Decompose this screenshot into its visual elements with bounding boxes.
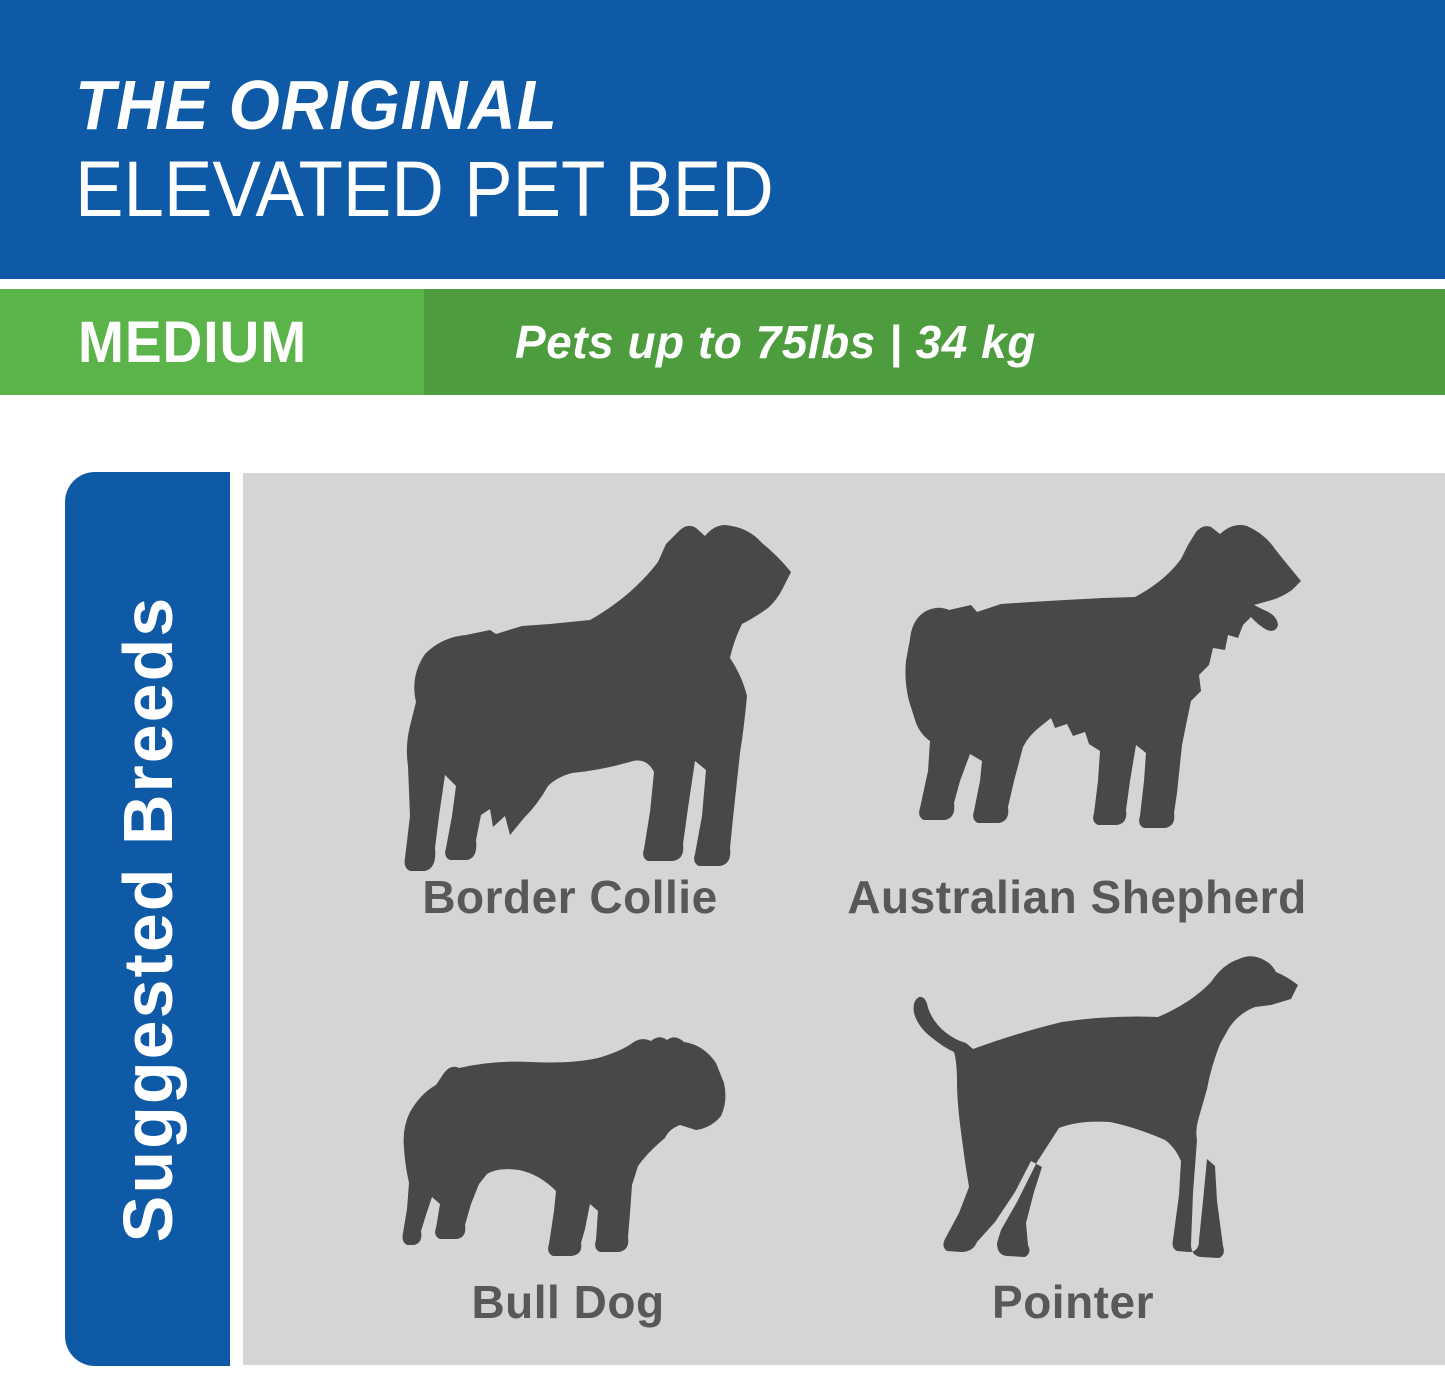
page-title: THE ORIGINAL ELEVATED PET BED (75, 70, 835, 231)
breed-label-bull-dog: Bull Dog (471, 1276, 665, 1328)
bull-dog-silhouette-icon (402, 1037, 726, 1256)
suggested-breeds-sidebar: Suggested Breeds (65, 472, 230, 1366)
size-label: MEDIUM (78, 309, 308, 375)
breed-label-border-collie: Border Collie (422, 871, 718, 923)
title-line-elevated-pet-bed: ELEVATED PET BED (75, 144, 774, 233)
size-label-box: MEDIUM (0, 289, 424, 395)
capacity-text: Pets up to 75lbs | 34 kg (515, 316, 1036, 368)
suggested-breeds-label: Suggested Breeds (108, 595, 187, 1243)
header: THE ORIGINAL ELEVATED PET BED (0, 0, 1445, 279)
pointer-silhouette-icon (913, 956, 1298, 1258)
title-line-the-original: THE ORIGINAL (75, 66, 558, 144)
border-collie-silhouette-icon (404, 525, 791, 871)
breed-label-australian-shepherd: Australian Shepherd (847, 871, 1307, 923)
size-bar: MEDIUM Pets up to 75lbs | 34 kg (0, 289, 1445, 395)
breed-label-pointer: Pointer (992, 1276, 1154, 1328)
breeds-panel: Border Collie Australian Shepherd Bull D… (243, 473, 1445, 1365)
australian-shepherd-silhouette-icon (905, 525, 1301, 828)
